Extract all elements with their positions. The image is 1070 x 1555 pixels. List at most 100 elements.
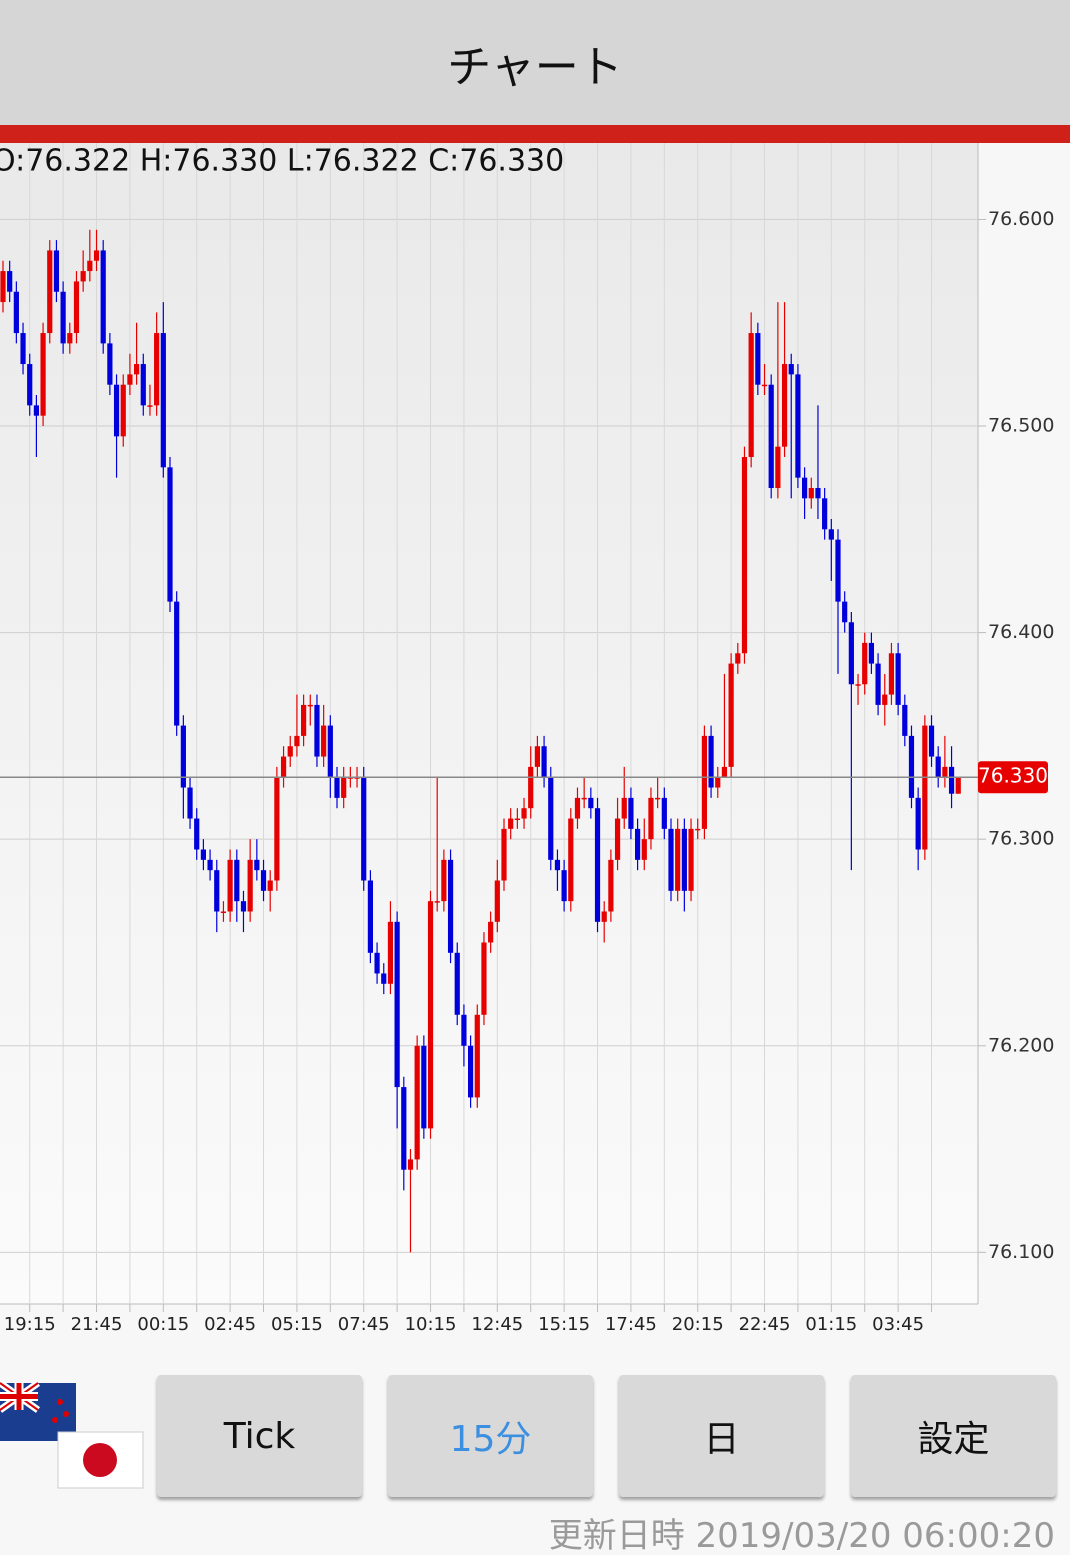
candle-body: [661, 797, 667, 829]
candle-body: [80, 271, 86, 282]
candle-body: [868, 642, 874, 664]
candle-body: [154, 333, 160, 406]
candle-body: [200, 849, 206, 860]
candle-body: [113, 384, 120, 437]
15min-button[interactable]: 15分: [388, 1375, 593, 1497]
chart: O:76.322 H:76.330 L:76.322 C:76.330 76.6…: [0, 143, 1054, 1335]
candle-body: [174, 601, 180, 726]
candle-body: [628, 797, 634, 829]
candle-body: [668, 828, 674, 891]
candle-body: [848, 622, 854, 685]
candle-body: [655, 797, 661, 800]
candle-body: [501, 828, 507, 881]
candle-body: [361, 777, 367, 881]
candle-body: [481, 942, 487, 1015]
candle-body: [842, 601, 848, 623]
candle-body: [688, 828, 694, 891]
candle-body: [534, 746, 540, 767]
candle-body: [301, 704, 307, 736]
candle-body: [802, 477, 808, 499]
x-tick-label: 02:45: [204, 1314, 256, 1335]
candle-body: [394, 921, 400, 1088]
candle-body: [915, 797, 921, 850]
candle-body: [427, 901, 434, 1129]
candle-body: [7, 271, 13, 292]
candle-body: [67, 333, 73, 344]
candle-body: [434, 901, 440, 903]
candle-body: [53, 250, 60, 292]
x-tick-label: 21:45: [71, 1314, 123, 1335]
candle-body: [768, 384, 774, 488]
y-tick-label: 76.100: [988, 1241, 1054, 1263]
candle-body: [755, 333, 761, 385]
candle-body: [695, 828, 701, 831]
candle-body: [902, 704, 908, 736]
candle-body: [888, 653, 895, 695]
app-header: チャート: [0, 0, 1070, 125]
candle-body: [581, 797, 587, 800]
candle-body: [882, 694, 888, 705]
candle-body: [187, 787, 193, 819]
candle-body: [314, 704, 320, 757]
x-tick-label: 17:45: [605, 1314, 657, 1335]
y-tick-label: 76.400: [988, 621, 1054, 643]
candle-body: [862, 642, 868, 685]
candle-body: [748, 333, 754, 458]
candle-body: [795, 374, 801, 478]
candle-body: [447, 859, 454, 953]
header-title: チャート: [447, 41, 623, 93]
candle-body: [407, 1159, 414, 1170]
candle-body: [541, 746, 547, 778]
candle-body: [708, 735, 714, 788]
candle-body: [167, 467, 173, 602]
candle-body: [441, 859, 447, 902]
settings-button[interactable]: 設定: [851, 1375, 1056, 1497]
candle-body: [401, 1087, 407, 1170]
x-tick-label: 03:45: [872, 1314, 924, 1335]
candle-body: [635, 828, 641, 860]
day-button[interactable]: 日: [619, 1375, 824, 1497]
x-tick-label: 00:15: [137, 1314, 189, 1335]
ohlc-readout: O:76.322 H:76.330 L:76.322 C:76.330: [0, 144, 564, 179]
candle-body: [73, 281, 80, 334]
candle-body: [100, 250, 106, 344]
x-tick-label: 05:15: [271, 1314, 323, 1335]
candle-body: [194, 818, 200, 850]
x-tick-label: 22:45: [739, 1314, 791, 1335]
candle-body: [728, 663, 734, 767]
candle-body: [341, 777, 347, 798]
candle-body: [675, 828, 681, 891]
x-tick-label: 07:45: [338, 1314, 390, 1335]
candle-body: [648, 797, 654, 840]
y-tick-label: 76.500: [988, 415, 1054, 437]
candle-body: [468, 1045, 474, 1098]
candle-body: [33, 405, 39, 416]
candle-body: [948, 766, 955, 794]
x-tick-label: 20:15: [672, 1314, 724, 1335]
candle-body: [788, 364, 794, 375]
candle-body: [594, 808, 601, 922]
candle-body: [240, 901, 247, 912]
candle-body: [942, 766, 948, 778]
tick-button[interactable]: Tick: [157, 1375, 362, 1497]
candle-body: [0, 271, 6, 303]
candle-body: [321, 725, 327, 757]
candle-body: [935, 756, 941, 778]
candle-body: [775, 446, 781, 488]
candle-body: [220, 911, 227, 913]
candle-body: [127, 374, 133, 385]
candle-body: [307, 704, 313, 707]
candle-body: [855, 684, 861, 686]
candle-body: [574, 797, 581, 819]
candle-body: [741, 457, 748, 654]
candle-body: [207, 859, 213, 871]
currency-flags[interactable]: [0, 1380, 150, 1492]
candle-body: [40, 333, 46, 416]
candle-body: [554, 859, 561, 871]
candle-body: [895, 653, 901, 705]
last-price-label: 76.330: [978, 764, 1048, 788]
candle-body: [508, 818, 514, 829]
candle-body: [60, 291, 66, 344]
candle-body: [260, 870, 267, 891]
candle-body: [294, 735, 300, 747]
